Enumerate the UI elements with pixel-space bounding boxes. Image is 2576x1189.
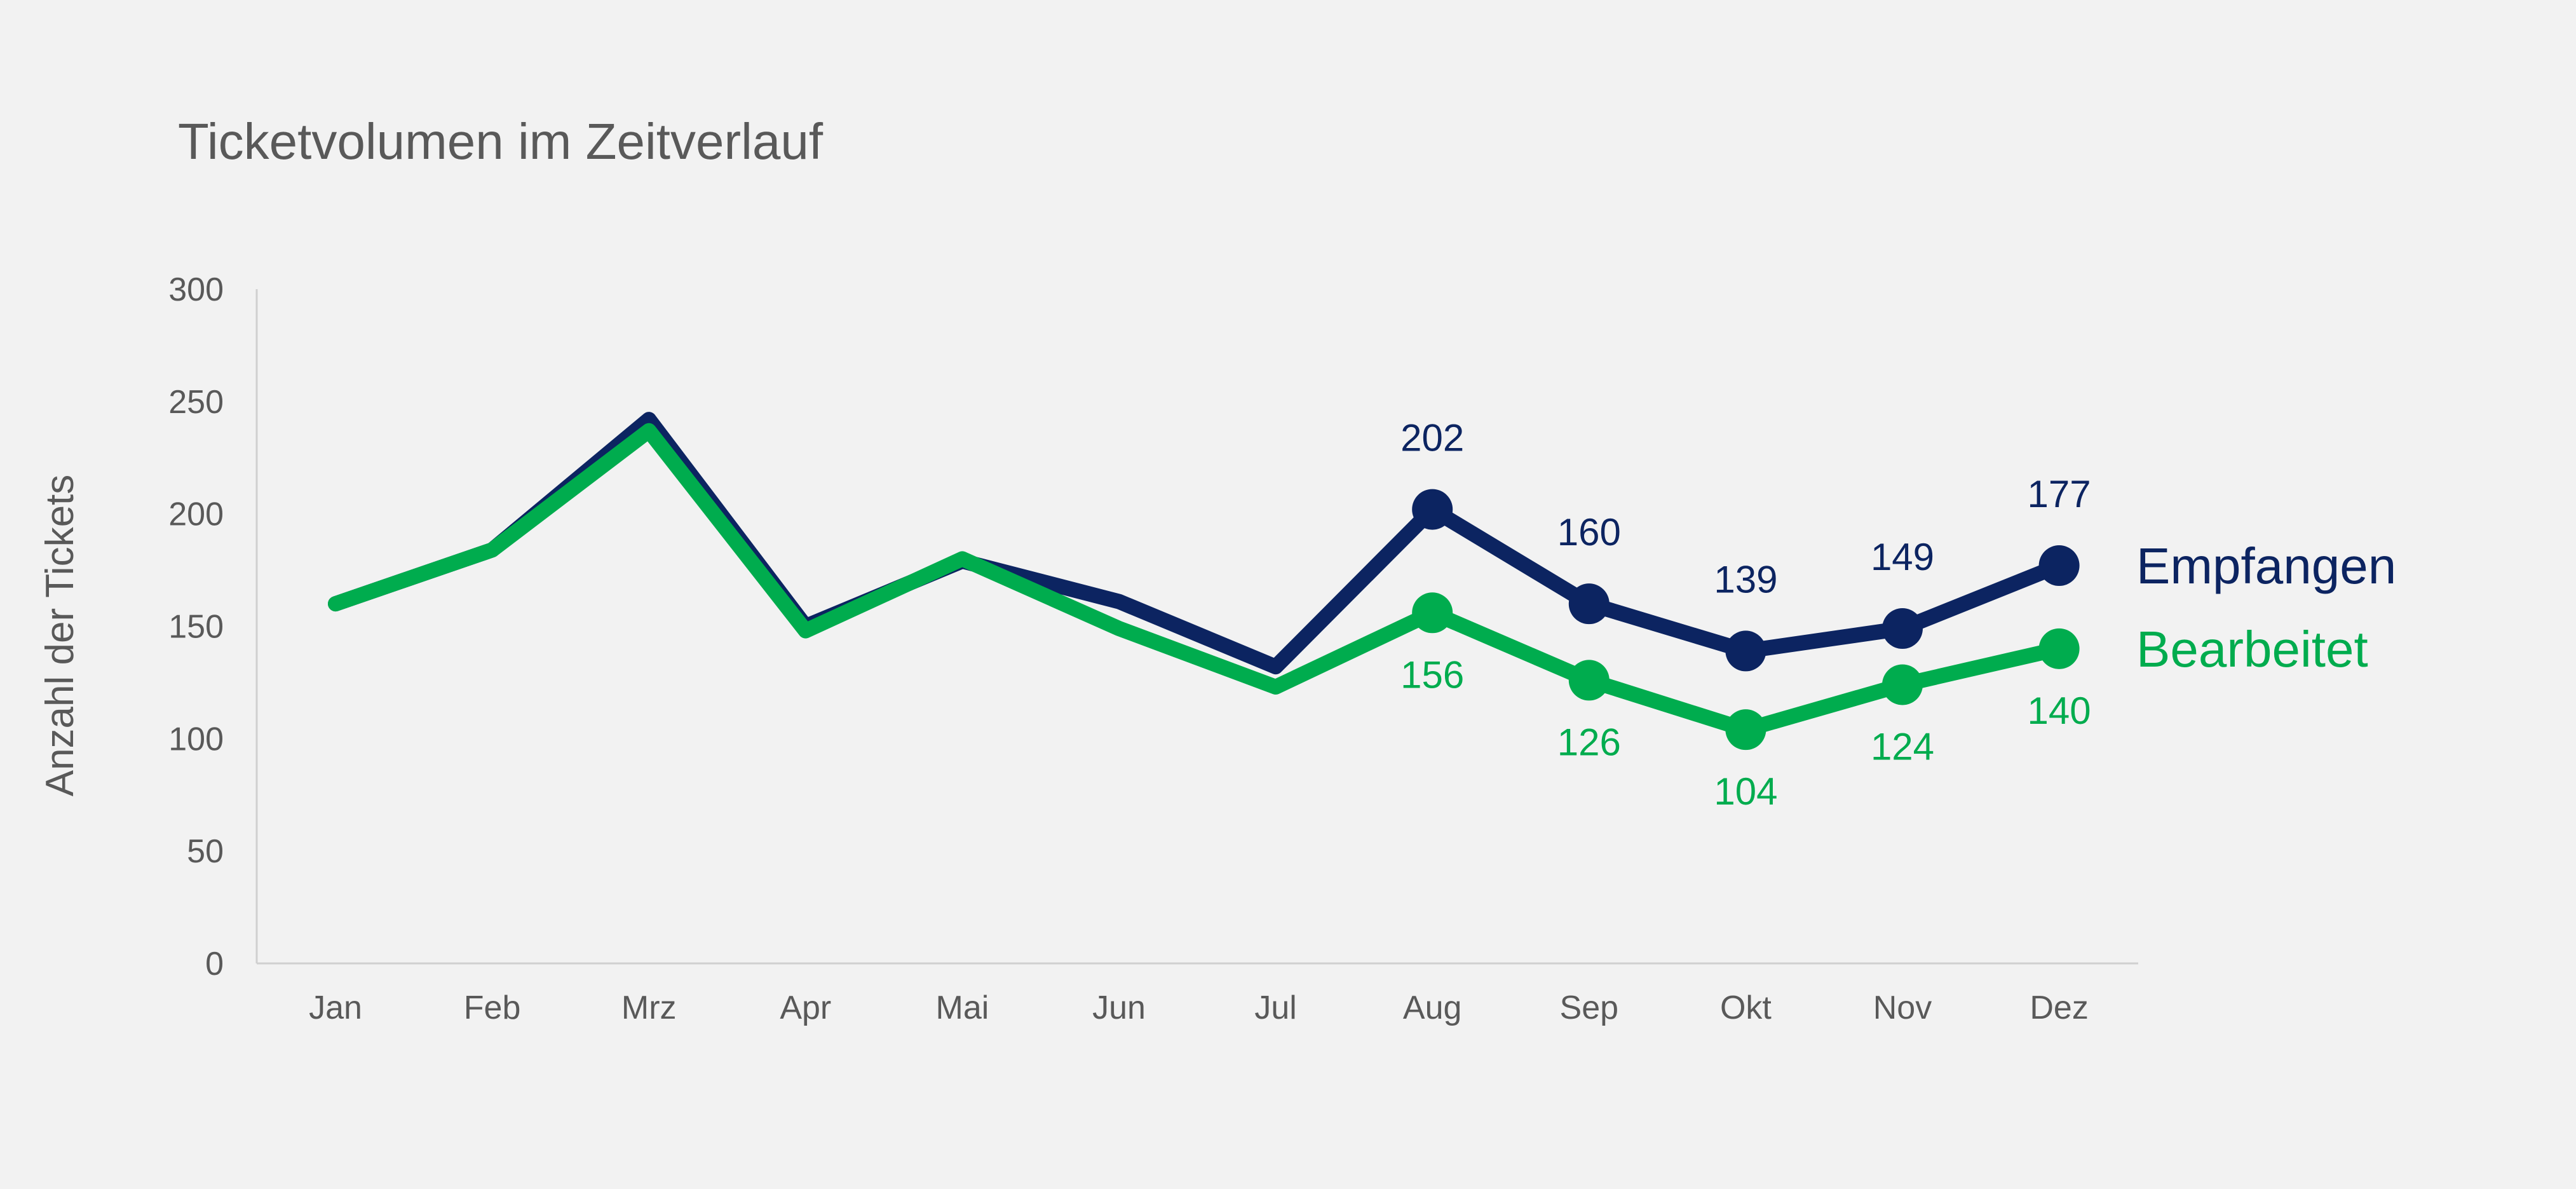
series-point-bearbeitet-aug (1412, 592, 1453, 634)
series-point-empfangen-dez (2038, 545, 2080, 587)
x-tick-label-apr: Apr (780, 989, 831, 1026)
data-label-bearbeitet-nov: 124 (1871, 725, 1934, 768)
legend-label-empfangen: Empfangen (2136, 538, 2396, 594)
series-point-empfangen-aug (1412, 489, 1453, 530)
x-tick-label-aug: Aug (1403, 989, 1462, 1026)
y-tick-label-150: 150 (168, 609, 224, 646)
series-layer: 202 160 139 149 177 156 126 104 124 140 (328, 412, 2091, 813)
x-tick-label-mai: Mai (936, 989, 989, 1026)
series-point-empfangen-sep (1568, 583, 1610, 625)
data-label-bearbeitet-sep: 126 (1557, 721, 1621, 763)
data-label-bearbeitet-dez: 140 (2028, 690, 2091, 732)
x-tick-labels: Jan Feb Mrz Apr Mai Jun Jul Aug Sep Okt Nov Dez (309, 989, 2089, 1026)
series-point-empfangen-nov (1882, 608, 1923, 649)
data-label-empfangen-dez: 177 (2028, 473, 2091, 515)
data-label-empfangen-aug: 202 (1400, 417, 1464, 459)
legend: Empfangen Bearbeitet (2136, 538, 2396, 677)
data-label-bearbeitet-aug: 156 (1400, 653, 1464, 696)
data-label-empfangen-nov: 149 (1871, 536, 1934, 578)
data-label-bearbeitet-okt: 104 (1714, 770, 1777, 813)
y-tick-label-50: 50 (187, 833, 224, 870)
series-point-bearbeitet-nov (1882, 664, 1923, 705)
y-tick-label-200: 200 (168, 496, 224, 533)
data-label-empfangen-okt: 139 (1714, 558, 1777, 601)
legend-label-bearbeitet: Bearbeitet (2136, 621, 2368, 677)
series-point-bearbeitet-dez (2038, 628, 2080, 669)
chart-title: Ticketvolumen im Zeitverlauf (178, 113, 824, 170)
y-tick-label-0: 0 (205, 946, 224, 982)
x-tick-label-jun: Jun (1092, 989, 1146, 1026)
x-tick-label-jul: Jul (1254, 989, 1296, 1026)
x-tick-label-sep: Sep (1560, 989, 1619, 1026)
series-point-empfangen-okt (1725, 630, 1766, 672)
data-label-empfangen-sep: 160 (1557, 511, 1621, 554)
x-tick-label-dez: Dez (2030, 989, 2088, 1026)
x-tick-label-okt: Okt (1720, 989, 1772, 1026)
series-point-bearbeitet-okt (1725, 709, 1766, 751)
y-tick-label-300: 300 (168, 271, 224, 308)
x-tick-label-nov: Nov (1873, 989, 1932, 1026)
series-point-bearbeitet-sep (1568, 660, 1610, 701)
x-tick-label-mrz: Mrz (621, 989, 677, 1026)
y-tick-labels: 0 50 100 150 200 250 300 (168, 271, 224, 982)
series-line-empfangen (328, 412, 2067, 675)
y-axis-title: Anzahl der Tickets (38, 475, 82, 797)
series-line-bearbeitet (328, 423, 2067, 738)
y-tick-label-250: 250 (168, 384, 224, 421)
x-tick-label-jan: Jan (309, 989, 362, 1026)
y-tick-label-100: 100 (168, 721, 224, 758)
x-tick-label-feb: Feb (464, 989, 521, 1026)
